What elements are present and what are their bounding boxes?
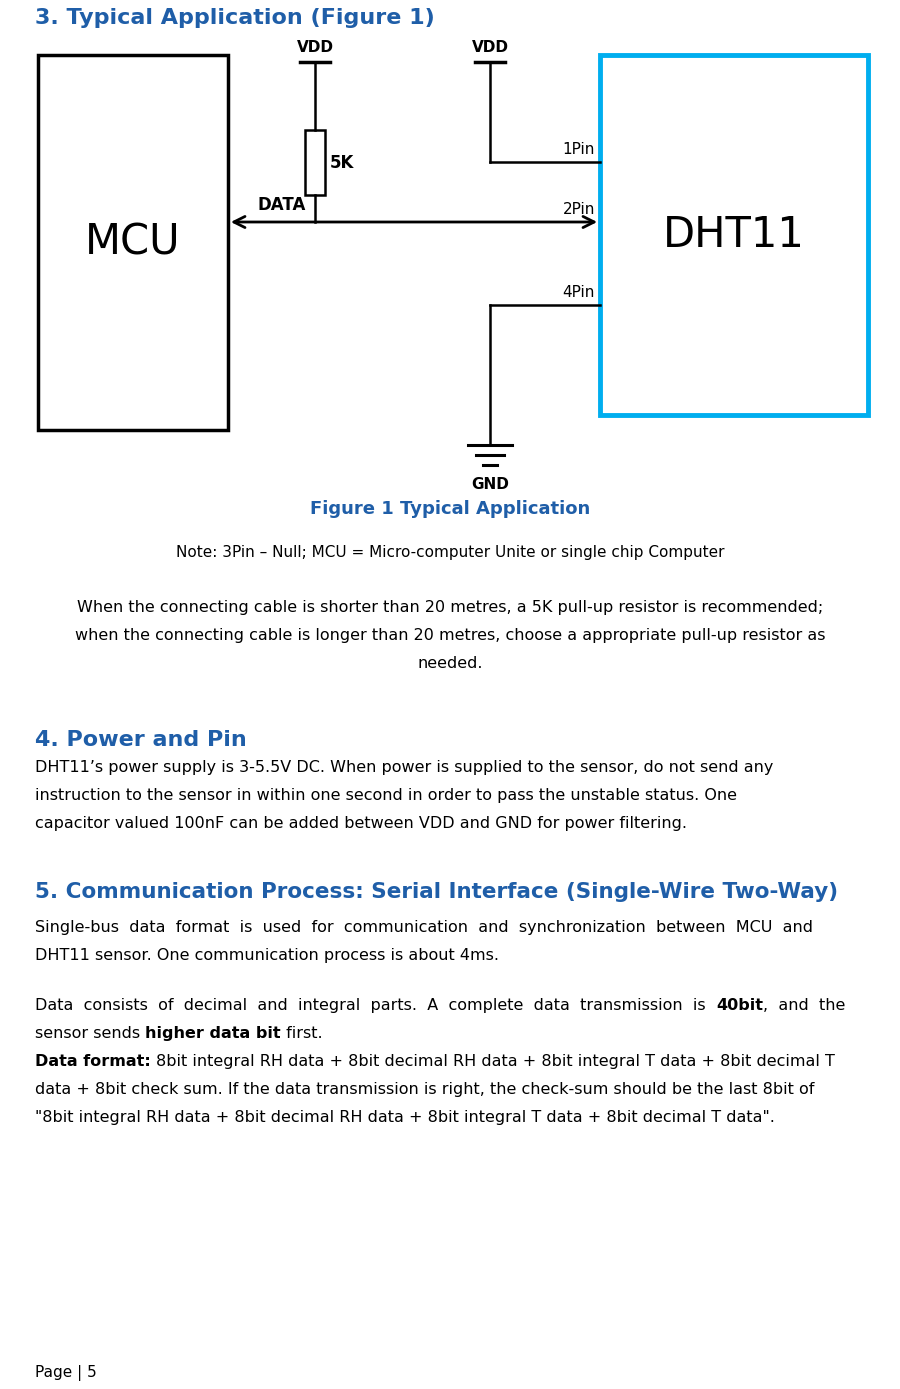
Text: sensor sends: sensor sends xyxy=(35,1026,145,1040)
Text: needed.: needed. xyxy=(418,656,482,671)
Text: VDD: VDD xyxy=(296,40,334,56)
Text: ,  and  the: , and the xyxy=(763,999,845,1013)
Text: 4. Power and Pin: 4. Power and Pin xyxy=(35,731,247,750)
Text: VDD: VDD xyxy=(472,40,508,56)
Bar xyxy=(305,131,325,194)
Text: "8bit integral RH data + 8bit decimal RH data + 8bit integral T data + 8bit deci: "8bit integral RH data + 8bit decimal RH… xyxy=(35,1110,775,1125)
Text: 2Pin: 2Pin xyxy=(562,201,595,217)
Text: instruction to the sensor in within one second in order to pass the unstable sta: instruction to the sensor in within one … xyxy=(35,788,737,803)
Text: When the connecting cable is shorter than 20 metres, a 5K pull-up resistor is re: When the connecting cable is shorter tha… xyxy=(76,600,824,615)
Text: 4Pin: 4Pin xyxy=(562,285,595,300)
Text: Data  consists  of  decimal  and  integral  parts.  A  complete  data  transmiss: Data consists of decimal and integral pa… xyxy=(35,999,716,1013)
Text: DHT11’s power supply is 3-5.5V DC. When power is supplied to the sensor, do not : DHT11’s power supply is 3-5.5V DC. When … xyxy=(35,760,773,775)
Text: higher data bit: higher data bit xyxy=(145,1026,281,1040)
Text: DHT11: DHT11 xyxy=(663,214,805,256)
Text: DATA: DATA xyxy=(257,196,306,214)
Text: 3. Typical Application (Figure 1): 3. Typical Application (Figure 1) xyxy=(35,8,435,28)
Text: Single-bus  data  format  is  used  for  communication  and  synchronization  be: Single-bus data format is used for commu… xyxy=(35,920,813,935)
Text: DHT11 sensor. One communication process is about 4ms.: DHT11 sensor. One communication process … xyxy=(35,949,499,963)
Text: GND: GND xyxy=(471,476,508,492)
Text: 5K: 5K xyxy=(330,154,355,171)
Text: when the connecting cable is longer than 20 metres, choose a appropriate pull-up: when the connecting cable is longer than… xyxy=(75,628,825,643)
Text: first.: first. xyxy=(281,1026,322,1040)
Polygon shape xyxy=(600,56,868,415)
Text: 8bit integral RH data + 8bit decimal RH data + 8bit integral T data + 8bit decim: 8bit integral RH data + 8bit decimal RH … xyxy=(157,1054,835,1070)
Text: capacitor valued 100nF can be added between VDD and GND for power filtering.: capacitor valued 100nF can be added betw… xyxy=(35,815,687,831)
Text: 40bit: 40bit xyxy=(716,999,763,1013)
Text: 1Pin: 1Pin xyxy=(562,142,595,157)
Text: Data format:: Data format: xyxy=(35,1054,157,1070)
Text: 5. Communication Process: Serial Interface (Single-Wire Two-Way): 5. Communication Process: Serial Interfa… xyxy=(35,882,838,901)
Text: MCU: MCU xyxy=(86,221,181,264)
Text: Note: 3Pin – Null; MCU = Micro-computer Unite or single chip Computer: Note: 3Pin – Null; MCU = Micro-computer … xyxy=(176,544,725,560)
Text: Figure 1 Typical Application: Figure 1 Typical Application xyxy=(310,500,590,518)
Text: Page | 5: Page | 5 xyxy=(35,1365,97,1381)
Text: data + 8bit check sum. If the data transmission is right, the check-sum should b: data + 8bit check sum. If the data trans… xyxy=(35,1082,814,1097)
Polygon shape xyxy=(38,56,228,431)
